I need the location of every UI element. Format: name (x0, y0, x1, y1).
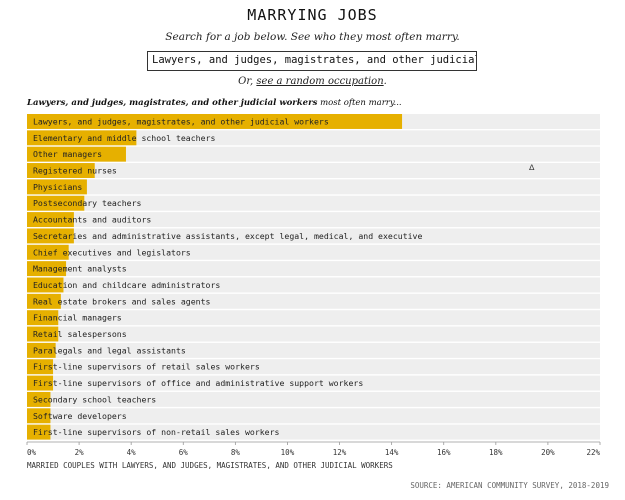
bars (27, 114, 403, 440)
random-occupation-line: Or, see a random occupation. (0, 76, 625, 87)
bar[interactable] (27, 424, 51, 440)
bar[interactable] (27, 228, 74, 244)
x-axis-tick-label: 16% (437, 448, 451, 457)
x-axis-tick-label: 2% (75, 448, 85, 457)
bar-category-label: Paralegals and legal assistants (33, 345, 186, 355)
bar[interactable] (27, 130, 137, 146)
bar[interactable] (27, 261, 67, 277)
bar-category-label: Postsecondary teachers (33, 198, 142, 208)
bar[interactable] (27, 114, 403, 129)
bar-category-label: Physicians (33, 182, 82, 192)
bar-track (27, 359, 600, 375)
x-axis-tick-label: 20% (541, 448, 555, 457)
random-suffix: . (383, 76, 387, 87)
x-axis-tick-label: 10% (281, 448, 295, 457)
bar[interactable] (27, 408, 51, 424)
source-note: SOURCE: AMERICAN COMMUNITY SURVEY, 2018-… (410, 481, 609, 490)
x-axis-tick-label: 22% (586, 448, 600, 457)
bar-track (27, 424, 600, 440)
bar-category-label: Education and childcare administrators (33, 280, 220, 290)
bar-category-label: Lawyers, and judges, magistrates, and ot… (33, 116, 329, 126)
bar-tracks (27, 114, 600, 440)
bar-track (27, 195, 600, 211)
bar-category-label: Software developers (33, 411, 127, 421)
x-axis-tick-label: 4% (127, 448, 137, 457)
bar-track (27, 261, 600, 277)
bar-category-label: First-line supervisors of retail sales w… (33, 362, 260, 372)
bar-category-label: First-line supervisors of non-retail sal… (33, 427, 280, 437)
bar[interactable] (27, 342, 56, 358)
x-axis-tick-label: 8% (231, 448, 241, 457)
bar-track (27, 391, 600, 407)
bar[interactable] (27, 293, 61, 309)
x-axis-tick-label: 18% (489, 448, 503, 457)
bar-track (27, 342, 600, 358)
bar[interactable] (27, 359, 54, 375)
page-title: MARRYING JOBS (247, 6, 378, 24)
bar-category-label: Other managers (33, 149, 102, 159)
bar-category-label: Real estate brokers and sales agents (33, 296, 211, 306)
bar-track (27, 375, 600, 391)
bar-track (27, 326, 600, 342)
bar-track (27, 212, 600, 228)
chart-heading: Lawyers, and judges, magistrates, and ot… (27, 98, 402, 108)
occupation-search-input[interactable]: Lawyers, and judges, magistrates, and ot… (147, 51, 477, 71)
bar-category-label: Secondary school teachers (33, 394, 156, 404)
bar-track (27, 293, 600, 309)
bar-category-label: Registered nurses (33, 166, 117, 176)
bar[interactable] (27, 163, 95, 178)
bar[interactable] (27, 195, 85, 211)
bar[interactable] (27, 310, 59, 326)
bar[interactable] (27, 391, 51, 407)
bar-labels: Lawyers, and judges, magistrates, and ot… (33, 116, 422, 437)
bar[interactable] (27, 375, 54, 391)
bar-category-label: Secretaries and administrative assistant… (33, 231, 422, 241)
x-axis-tick-label: 6% (179, 448, 189, 457)
bar[interactable] (27, 277, 64, 293)
x-axis: 0% 2% 4% 6% 8% 10% 12% 14% 16% 18% 20% 22% (26, 441, 600, 457)
bar-track (27, 179, 600, 195)
bar[interactable] (27, 212, 74, 228)
page-subtitle: Search for a job below. See who they mos… (165, 31, 460, 43)
bar-category-label: First-line supervisors of office and adm… (33, 378, 363, 388)
x-axis-title: MARRIED COUPLES WITH LAWYERS, AND JUDGES… (27, 461, 393, 470)
bar-track (27, 163, 600, 178)
bar[interactable] (27, 244, 69, 260)
x-axis-tick-label: 0% (27, 448, 37, 457)
bar-track (27, 244, 600, 260)
mouse-cursor-icon: ᐃ (529, 163, 535, 172)
bar-category-label: Chief executives and legislators (33, 247, 191, 257)
x-axis-tick-label: 12% (333, 448, 347, 457)
bar-track (27, 277, 600, 293)
bar-track (27, 146, 600, 162)
random-occupation-link[interactable]: see a random occupation (256, 76, 384, 87)
bar-track (27, 130, 600, 146)
bar-track (27, 408, 600, 424)
bar-category-label: Accountants and auditors (33, 215, 151, 225)
bar[interactable] (27, 326, 59, 342)
x-axis-tick-label: 14% (385, 448, 399, 457)
bar-category-label: Retail salespersons (33, 329, 127, 339)
bar-category-label: Management analysts (33, 264, 127, 274)
bar[interactable] (27, 179, 87, 195)
chart-heading-suffix: most often marry... (320, 98, 402, 108)
bar-track (27, 228, 600, 244)
bar-category-label: Elementary and middle school teachers (33, 133, 215, 143)
random-prefix: Or, (238, 76, 254, 87)
bar-category-label: Financial managers (33, 313, 122, 323)
bar[interactable] (27, 146, 126, 162)
chart-heading-occupation: Lawyers, and judges, magistrates, and ot… (27, 98, 318, 108)
bar-track (27, 310, 600, 326)
